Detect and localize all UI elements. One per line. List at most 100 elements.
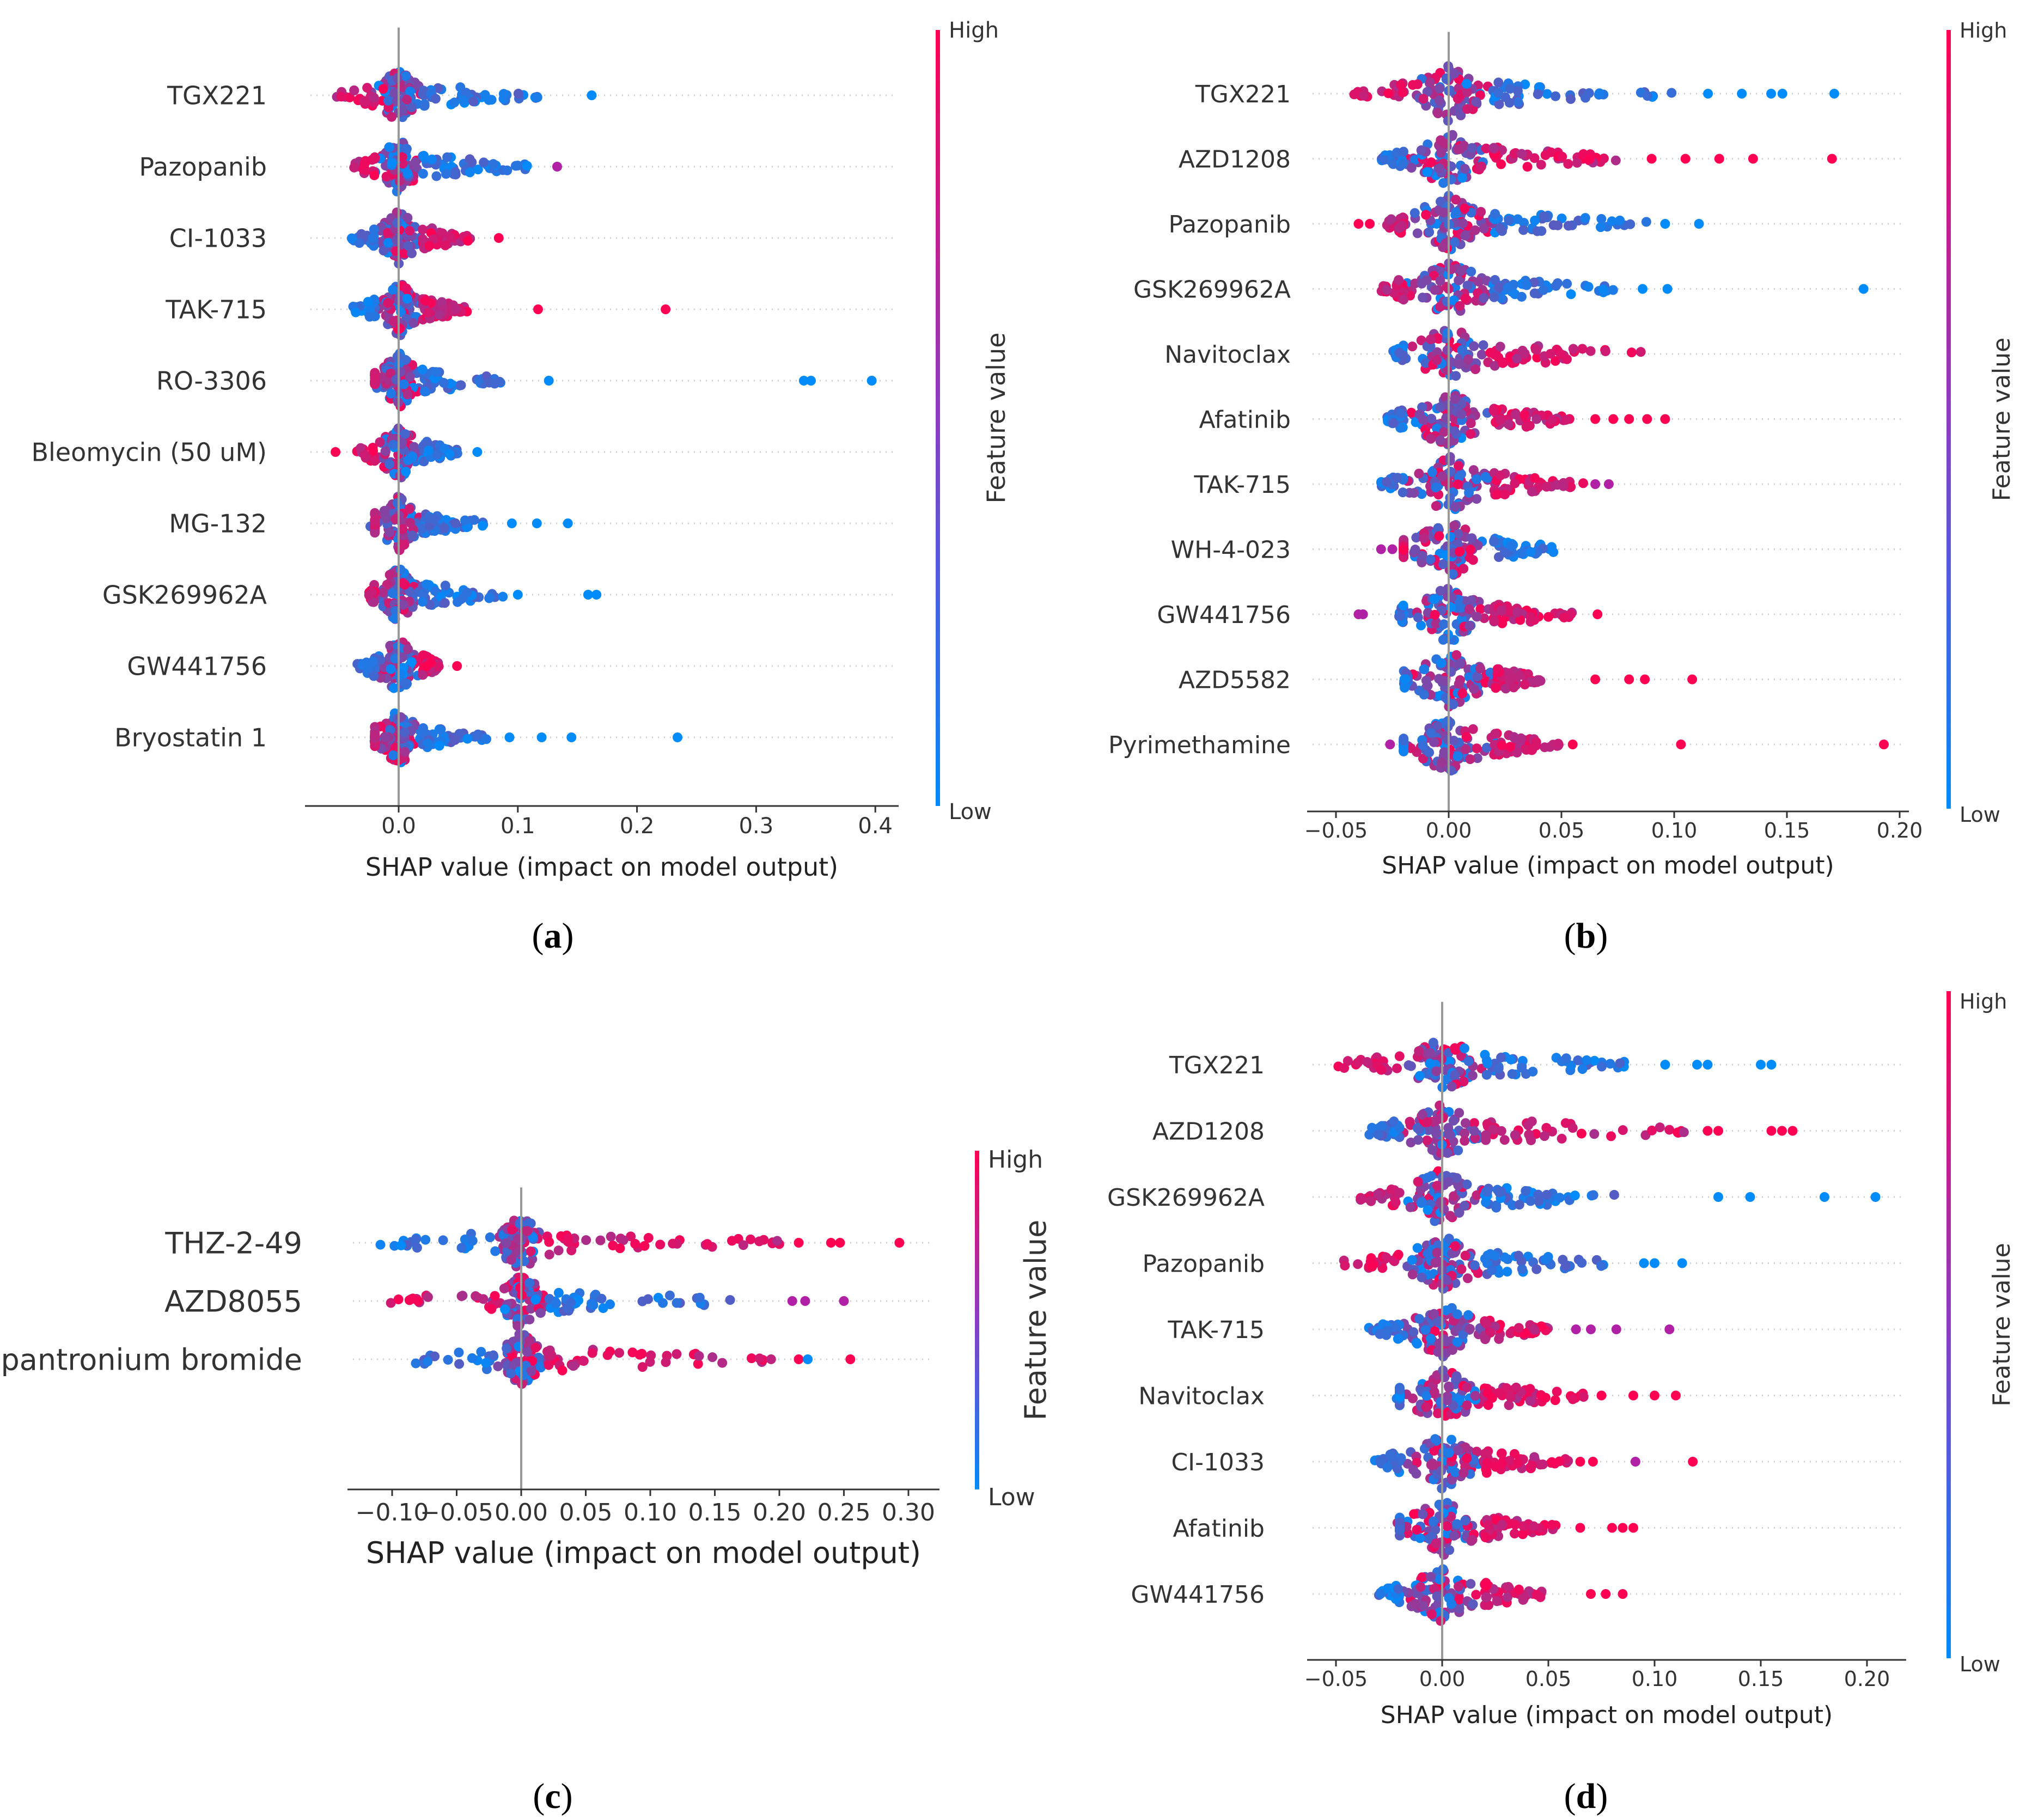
shap-point: [1464, 604, 1474, 614]
shap-point: [1451, 194, 1461, 205]
shap-point: [369, 456, 380, 466]
colorbar-low-label: Low: [949, 799, 992, 825]
shap-point: [694, 1292, 705, 1303]
shap-point: [1449, 521, 1459, 531]
colorbar: [936, 30, 940, 806]
shap-point: [598, 1303, 608, 1314]
shap-outlier: [472, 447, 483, 457]
shap-point: [1516, 149, 1527, 159]
shap-point: [1448, 699, 1459, 710]
feature-row: GW441756: [1131, 1564, 1901, 1626]
shap-point: [427, 154, 437, 164]
shap-point: [1392, 473, 1402, 483]
shap-point: [1514, 1323, 1524, 1333]
shap-point: [1439, 747, 1449, 758]
shap-point: [1340, 1260, 1350, 1271]
shap-point: [1456, 602, 1466, 613]
shap-point: [384, 142, 394, 152]
shap-point: [1558, 481, 1569, 491]
shap-point: [1431, 483, 1441, 493]
shap-point: [1431, 1066, 1442, 1077]
x-tick-label: 0.4: [858, 814, 893, 839]
shap-point: [1464, 1324, 1475, 1334]
shap-point: [1472, 494, 1482, 504]
shap-point: [1539, 211, 1549, 222]
x-tick-label: 0.15: [1738, 1667, 1784, 1691]
shap-point: [526, 1246, 536, 1256]
shap-point: [1457, 173, 1468, 183]
shap-outlier: [1624, 674, 1634, 685]
shap-point: [1457, 218, 1468, 228]
x-tick-label: 0.25: [817, 1499, 871, 1526]
shap-outlier: [536, 732, 547, 742]
shap-point: [1469, 1126, 1479, 1136]
shap-point: [454, 1347, 464, 1358]
shap-point: [481, 1358, 491, 1368]
shap-point: [1443, 1177, 1454, 1187]
shap-point: [725, 1295, 735, 1305]
shap-point: [1339, 1063, 1350, 1073]
x-tick-label: 0.15: [688, 1499, 742, 1526]
shap-point: [479, 157, 489, 168]
shap-point: [1444, 1593, 1454, 1603]
shap-point: [1470, 364, 1481, 375]
shap-point: [754, 1353, 765, 1364]
shap-point: [473, 375, 484, 386]
shap-point: [637, 1362, 648, 1372]
shap-point: [1460, 1135, 1470, 1146]
shap-point: [1393, 1334, 1403, 1344]
feature-label: Navitoclax: [1164, 341, 1291, 369]
shap-point: [1527, 1116, 1537, 1127]
shap-point: [1412, 1339, 1423, 1349]
shap-point: [1414, 468, 1424, 479]
shap-point: [1398, 487, 1408, 498]
shap-outlier: [1640, 674, 1650, 685]
shap-outlier: [1660, 219, 1670, 229]
shap-point: [1483, 1400, 1493, 1410]
shap-point: [500, 1304, 510, 1315]
shap-point: [1445, 493, 1455, 503]
shap-point: [1452, 1309, 1462, 1320]
shap-point: [1450, 394, 1460, 405]
shap-point: [454, 1359, 465, 1369]
shap-point: [1426, 413, 1437, 424]
shap-point: [1495, 414, 1505, 425]
shap-point: [1482, 1457, 1492, 1468]
shap-point: [1561, 1053, 1571, 1064]
shap-point: [380, 732, 390, 742]
shap-point: [398, 104, 408, 114]
shap-point: [1514, 1584, 1524, 1595]
feature-row: Navitoclax: [1138, 1365, 1901, 1421]
shap-point: [1517, 345, 1528, 356]
shap-point: [1455, 658, 1466, 669]
shap-point: [386, 388, 396, 399]
shap-outlier: [1642, 414, 1652, 424]
x-tick-label: 0.3: [739, 814, 774, 839]
shap-point: [1527, 486, 1537, 497]
shap-point: [1366, 1253, 1376, 1263]
x-axis-title: SHAP value (impact on model output): [366, 1536, 921, 1570]
shap-point: [1517, 1062, 1527, 1073]
shap-point: [1451, 207, 1461, 217]
shap-point: [369, 93, 379, 103]
shap-point: [1439, 427, 1449, 437]
shap-point: [1421, 1402, 1431, 1412]
shap-point: [392, 73, 402, 83]
shap-point: [1396, 80, 1406, 90]
feature-row: RO-3306: [156, 349, 893, 412]
shap-point: [387, 112, 397, 122]
shap-outlier: [1766, 89, 1777, 99]
feature-label: Navitoclax: [1138, 1382, 1265, 1410]
shap-point: [1481, 1318, 1492, 1329]
shap-point: [1462, 1382, 1472, 1393]
shap-outlier: [839, 1296, 849, 1306]
shap-point: [1582, 1055, 1592, 1065]
feature-row: CI-1033: [169, 207, 893, 269]
shap-point: [405, 517, 416, 528]
shap-point: [1566, 289, 1576, 300]
shap-point: [1453, 529, 1463, 539]
feature-label: Pazopanib: [139, 152, 267, 182]
shap-point: [467, 1236, 478, 1246]
shap-point: [1439, 1204, 1449, 1214]
feature-row: GW441756: [127, 637, 893, 693]
